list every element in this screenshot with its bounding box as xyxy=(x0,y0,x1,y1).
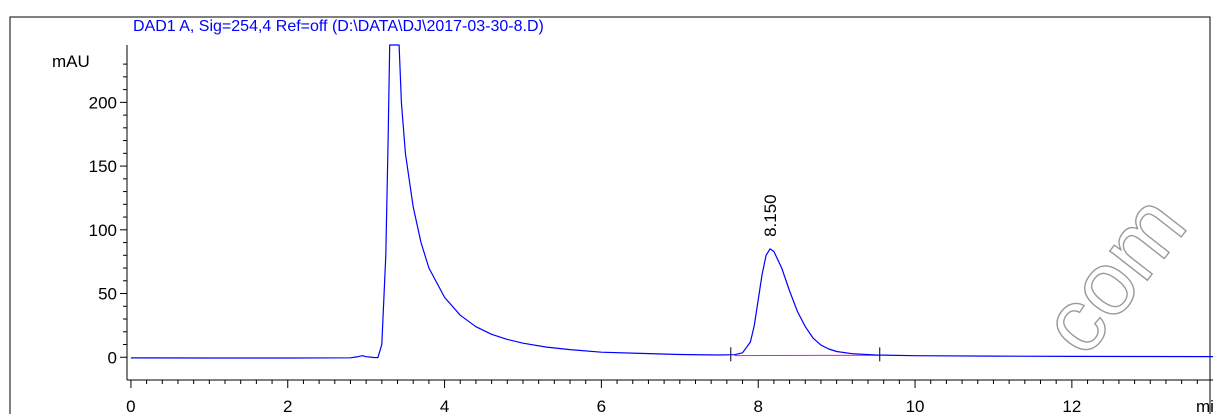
x-tick-label: 10 xyxy=(906,397,925,414)
plot-frame xyxy=(9,16,1211,414)
axes: 0 50 100 150 200 0 2 4 6 8 10 12 xyxy=(89,45,1213,414)
y-tick-label: 200 xyxy=(89,93,117,112)
peak-retention-time-label: 8.150 xyxy=(761,194,780,237)
signal-traces xyxy=(130,44,1214,359)
x-tick-label: 8 xyxy=(753,397,762,414)
y-tick-label: 150 xyxy=(89,157,117,176)
x-tick-label: 2 xyxy=(283,397,292,414)
watermark: com xyxy=(1021,176,1206,373)
peak-annotations: 8.150 xyxy=(761,194,780,237)
y-tick-label: 50 xyxy=(98,285,117,304)
x-tick-label: 0 xyxy=(126,397,135,414)
x-tick-label: 12 xyxy=(1062,397,1081,414)
x-tick-label: 4 xyxy=(440,397,449,414)
x-tick-label: 6 xyxy=(597,397,606,414)
y-axis-label: mAU xyxy=(52,52,90,71)
signal-trace-line xyxy=(130,44,1214,359)
y-tick-label: 100 xyxy=(89,221,117,240)
x-axis-label: mi xyxy=(1196,397,1214,414)
y-tick-label: 0 xyxy=(108,348,117,367)
watermark-text: com xyxy=(1022,177,1205,373)
chart-title: DAD1 A, Sig=254,4 Ref=off (D:\DATA\DJ\20… xyxy=(133,18,544,35)
